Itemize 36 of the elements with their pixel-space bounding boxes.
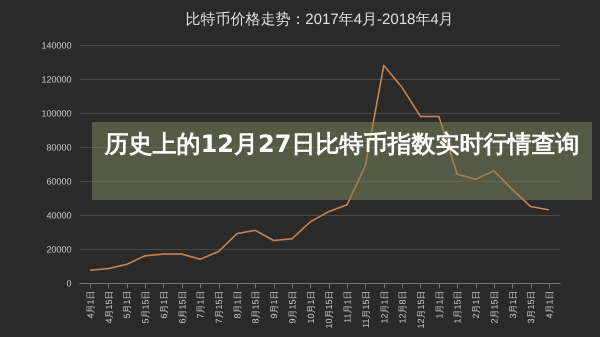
y-tick-label: 140000 (41, 40, 72, 50)
x-tick-label: 3月1日 (508, 290, 518, 319)
y-tick-label: 120000 (41, 74, 72, 84)
x-tick-label: 11月15日 (360, 290, 371, 328)
x-tick-label: 1月1日 (434, 290, 444, 319)
y-tick-label: 60000 (46, 176, 72, 186)
x-tick-label: 12月8日 (398, 290, 408, 324)
x-tick-label: 6月15日 (177, 290, 188, 324)
x-tick-label: 11月1日 (342, 290, 353, 323)
x-tick-label: 2月15日 (489, 290, 500, 324)
x-tick-label: 7月1日 (196, 290, 206, 319)
x-tick-label: 5月15日 (140, 290, 151, 324)
x-tick-label: 9月15日 (287, 290, 298, 324)
x-tick-label: 4月1日 (544, 290, 554, 319)
x-tick-label: 10月1日 (306, 290, 316, 324)
x-tick-label: 8月1日 (232, 290, 242, 319)
y-tick-label: 80000 (46, 142, 72, 152)
y-tick-label: 40000 (46, 210, 72, 220)
x-tick-label: 5月1日 (122, 290, 132, 319)
x-tick-label: 8月15日 (250, 290, 261, 324)
x-tick-label: 12月1日 (379, 290, 390, 324)
x-tick-label: 4月1日 (86, 290, 96, 319)
x-tick-label: 3月15日 (526, 290, 536, 324)
x-tick-label: 1月15日 (452, 290, 463, 324)
y-tick-label: 20000 (46, 244, 72, 254)
y-tick-label: 0 (66, 278, 72, 288)
x-tick-label: 4月15日 (104, 290, 114, 324)
x-tick-label: 2月1日 (471, 290, 482, 319)
x-tick-label: 12月15日 (416, 290, 426, 329)
x-tick-label: 7月15日 (214, 290, 224, 324)
chart-title: 比特币价格走势：2017年4月-2018年4月 (185, 11, 454, 28)
x-tick-label: 6月1日 (158, 290, 169, 319)
x-tick-label: 9月1日 (269, 290, 280, 319)
banner: 历史上的12月27日比特币指数实时行情查询 (92, 122, 592, 200)
x-tick-label: 10月15日 (324, 290, 334, 329)
y-tick-label: 100000 (41, 108, 72, 118)
